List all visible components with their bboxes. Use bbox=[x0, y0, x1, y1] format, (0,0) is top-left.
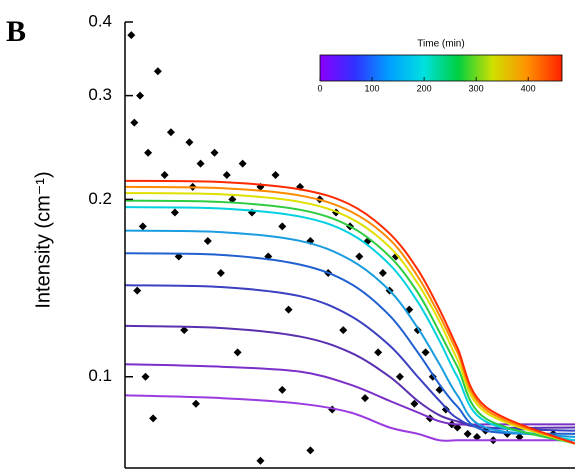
data-point bbox=[233, 348, 242, 357]
data-point bbox=[306, 446, 315, 455]
y-tick-label: 0.3 bbox=[88, 85, 112, 104]
data-point bbox=[149, 414, 158, 423]
colorbar-tick-label: 400 bbox=[521, 83, 536, 93]
data-point bbox=[256, 456, 265, 465]
fit-curve bbox=[124, 199, 575, 445]
data-point bbox=[378, 268, 387, 277]
data-point bbox=[216, 268, 225, 277]
data-point bbox=[278, 385, 287, 394]
data-point bbox=[463, 429, 472, 438]
fit-curve bbox=[124, 179, 575, 445]
colorbar-tick-label: 100 bbox=[365, 83, 380, 93]
data-point bbox=[127, 31, 136, 40]
fit-curve bbox=[124, 394, 575, 442]
data-point bbox=[191, 399, 200, 408]
colorbar-tick-label: 200 bbox=[417, 83, 432, 93]
data-point bbox=[374, 348, 383, 357]
data-point bbox=[284, 305, 293, 314]
panel-label: B bbox=[6, 15, 26, 48]
data-point bbox=[141, 372, 150, 381]
y-tick-label: 0.1 bbox=[88, 366, 112, 385]
fit-curve bbox=[124, 284, 575, 432]
fit-curve bbox=[124, 185, 575, 445]
data-point bbox=[180, 326, 189, 335]
data-point bbox=[515, 433, 524, 442]
data-point bbox=[185, 138, 194, 147]
data-point bbox=[410, 399, 419, 408]
data-point bbox=[210, 148, 219, 157]
fit-curve bbox=[124, 363, 575, 426]
data-point bbox=[228, 195, 237, 204]
colorbar-tick-label: 0 bbox=[317, 83, 322, 93]
data-point bbox=[136, 91, 145, 100]
data-point bbox=[222, 170, 231, 179]
data-point bbox=[130, 118, 139, 127]
data-point bbox=[138, 222, 147, 231]
data-point bbox=[238, 159, 247, 168]
data-point bbox=[203, 236, 212, 245]
data-point bbox=[391, 252, 400, 261]
data-point bbox=[339, 326, 348, 335]
data-point bbox=[278, 222, 287, 231]
data-point bbox=[472, 433, 481, 442]
colorbar-tick-label: 300 bbox=[469, 83, 484, 93]
colorbar bbox=[319, 54, 563, 82]
data-point bbox=[133, 286, 142, 295]
fit-curve bbox=[124, 252, 575, 435]
y-tick-label: 0.4 bbox=[88, 11, 112, 30]
data-point bbox=[271, 170, 280, 179]
fit-curve bbox=[124, 206, 575, 442]
data-point bbox=[395, 372, 404, 381]
data-point bbox=[144, 148, 153, 157]
data-point bbox=[355, 252, 364, 261]
y-tick-label: 0.2 bbox=[88, 189, 112, 208]
data-point bbox=[421, 348, 430, 357]
fit-curve bbox=[124, 192, 575, 445]
data-point bbox=[153, 67, 162, 76]
data-point bbox=[166, 128, 175, 137]
data-point bbox=[170, 208, 179, 217]
colorbar-title: Time (min) bbox=[417, 39, 464, 50]
y-axis-label: Intensity (cm⁻¹) bbox=[32, 171, 54, 308]
data-point bbox=[196, 159, 205, 168]
data-point bbox=[160, 170, 169, 179]
data-point bbox=[361, 394, 370, 403]
fit-curve bbox=[124, 229, 575, 439]
